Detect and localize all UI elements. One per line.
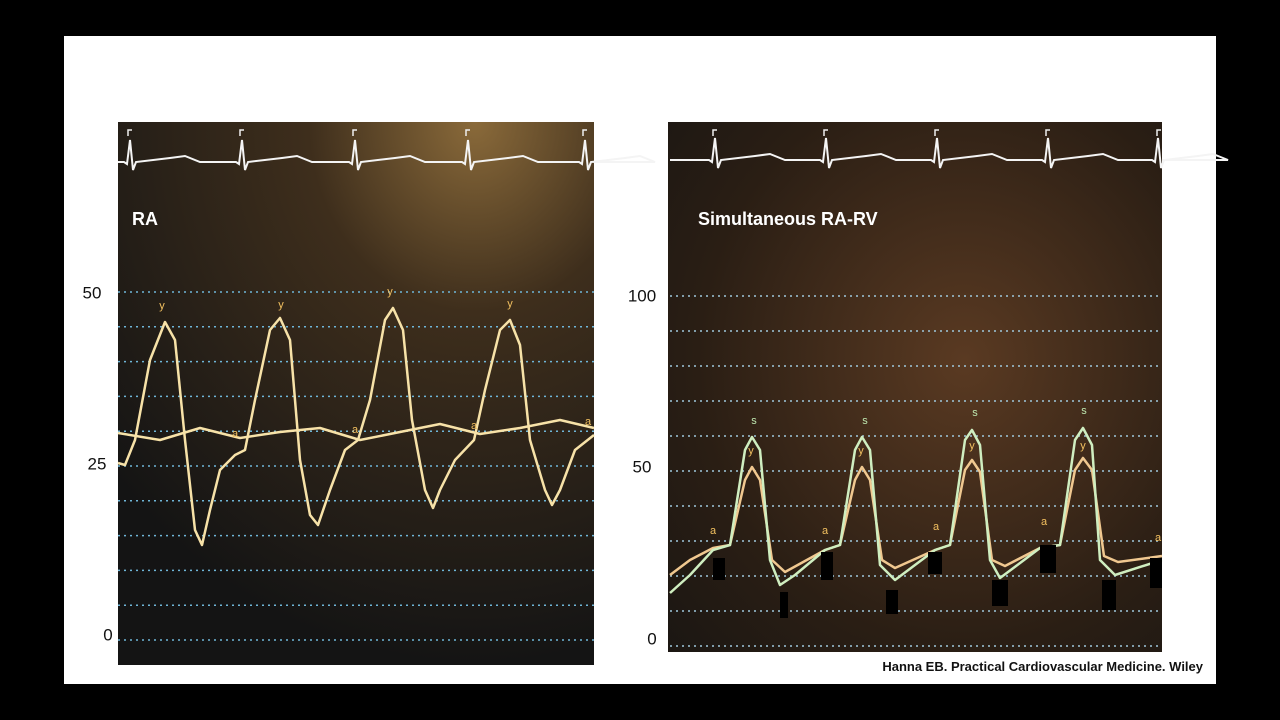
left-photo: [118, 122, 594, 665]
axis-label: 50: [633, 457, 652, 476]
redaction: [992, 580, 1008, 606]
waveform-annotation: a: [822, 525, 829, 537]
redaction: [821, 552, 833, 580]
waveform-annotation: s: [1081, 405, 1087, 417]
redaction: [1150, 558, 1162, 588]
waveform-annotation: a: [585, 416, 592, 428]
waveform-annotation: s: [751, 415, 757, 427]
waveform-annotation: y: [858, 445, 864, 457]
waveform-annotation: y: [1080, 440, 1086, 452]
ecg-marker: [239, 129, 244, 136]
redaction: [780, 592, 788, 618]
redaction: [928, 552, 942, 574]
citation: Hanna EB. Practical Cardiovascular Medic…: [882, 659, 1203, 674]
ecg-marker: [352, 129, 357, 136]
waveform-annotation: y: [748, 445, 754, 457]
pressure-trace: [117, 418, 595, 442]
waveform-annotation: y: [507, 298, 513, 310]
right-photo: [668, 122, 1162, 652]
waveform-annotation: s: [972, 407, 978, 419]
redaction: [713, 558, 725, 580]
axis-label: 25: [88, 454, 107, 473]
ecg-marker: [934, 129, 939, 136]
waveform-annotation: s: [862, 415, 868, 427]
ecg-marker: [712, 129, 717, 136]
pressure-trace: [669, 426, 1163, 594]
axis-label: 100: [628, 286, 656, 305]
redaction: [886, 590, 898, 614]
ecg-marker: [1156, 129, 1161, 136]
ecg-marker: [823, 129, 828, 136]
waveform-annotation: a: [1041, 516, 1048, 528]
waveform-annotation: a: [352, 424, 359, 436]
waveform-annotation: a: [232, 428, 239, 440]
pressure-trace: [117, 306, 595, 547]
waveform-annotation: a: [471, 420, 478, 432]
ecg-marker: [582, 129, 587, 136]
redaction: [1102, 580, 1116, 610]
waveform-annotation: a: [933, 521, 940, 533]
ecg-marker: [465, 129, 470, 136]
panel-label: Simultaneous RA-RV: [698, 209, 878, 229]
panel-label: RA: [132, 209, 158, 229]
ecg-trace: [670, 137, 1229, 169]
ecg-marker: [1045, 129, 1050, 136]
axis-label: 0: [103, 625, 112, 644]
pressure-trace: [669, 456, 1163, 576]
redaction: [1040, 545, 1056, 573]
ecg-marker: [127, 129, 132, 136]
waveform-annotation: y: [278, 299, 284, 311]
ecg-trace: [118, 139, 656, 171]
waveform-annotation: y: [969, 440, 975, 452]
waveform-annotation: y: [159, 300, 165, 312]
waveform-annotation: a: [1155, 532, 1162, 544]
axis-label: 0: [647, 629, 656, 648]
axis-label: 50: [83, 283, 102, 302]
waveform-annotation: a: [710, 525, 717, 537]
waveform-annotation: y: [387, 286, 393, 298]
